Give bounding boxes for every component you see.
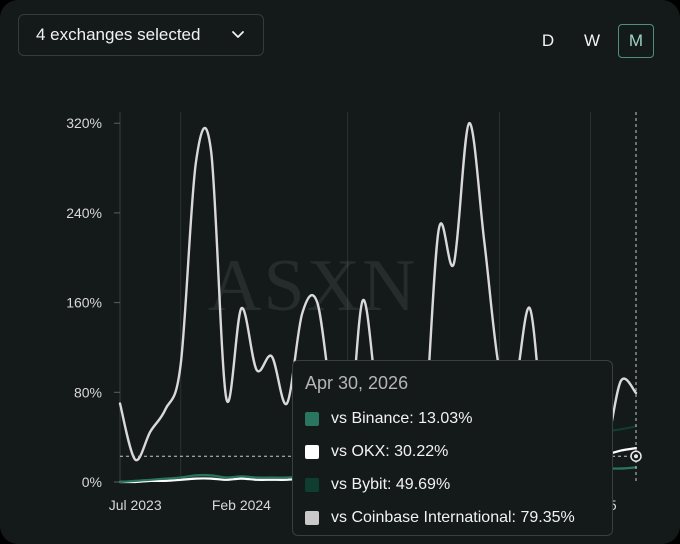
- tooltip-date: Apr 30, 2026: [305, 373, 409, 393]
- binance-swatch: [305, 412, 319, 426]
- range-week-button[interactable]: W: [583, 31, 601, 50]
- coinbase-international-swatch: [305, 511, 319, 525]
- y-tick-label: 80%: [74, 384, 102, 400]
- tooltip-row-bybit: vs Bybit: 49.69%: [305, 476, 450, 494]
- tooltip-row-label: vs Coinbase International: 79.35%: [331, 509, 575, 526]
- range-month-button[interactable]: M: [618, 24, 654, 58]
- y-tick-label: 160%: [66, 295, 102, 311]
- x-tick-label: Feb 2024: [212, 497, 271, 513]
- chart-tooltip: Apr 30, 2026 vs Binance: 13.03% vs OKX: …: [292, 360, 613, 536]
- tooltip-row-label: vs Binance: 13.03%: [331, 410, 473, 427]
- exchange-selector-dropdown[interactable]: 4 exchanges selected: [18, 14, 264, 56]
- y-tick-label: 240%: [66, 205, 102, 221]
- tooltip-row-label: vs OKX: 30.22%: [331, 443, 449, 460]
- exchange-selector-label: 4 exchanges selected: [36, 25, 201, 44]
- hover-marker-dot: [634, 454, 638, 459]
- range-day-button[interactable]: D: [541, 31, 555, 50]
- tooltip-row-coinbase-international: vs Coinbase International: 79.35%: [305, 509, 575, 527]
- tooltip-row-label: vs Bybit: 49.69%: [331, 476, 451, 493]
- y-tick-label: 320%: [66, 115, 102, 131]
- okx-swatch: [305, 445, 319, 459]
- chevron-down-icon: [232, 31, 244, 38]
- tooltip-row-okx: vs OKX: 30.22%: [305, 443, 448, 461]
- y-tick-label: 0%: [82, 474, 102, 490]
- tooltip-row-binance: vs Binance: 13.03%: [305, 410, 472, 428]
- bybit-swatch: [305, 478, 319, 492]
- x-tick-label: Jul 2023: [109, 497, 162, 513]
